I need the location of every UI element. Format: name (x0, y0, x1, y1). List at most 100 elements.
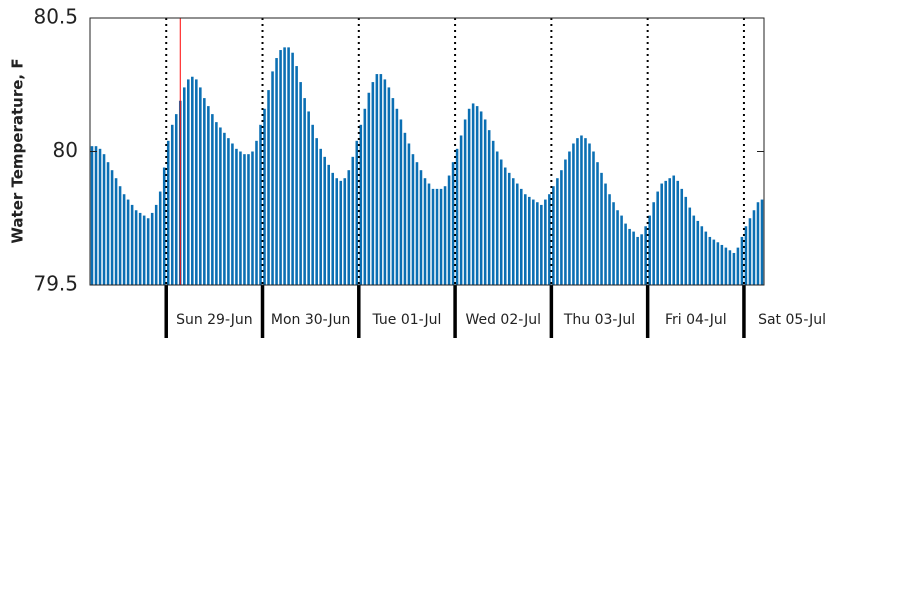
bar (572, 143, 575, 285)
bar (166, 140, 170, 285)
bar (612, 202, 615, 285)
bar (114, 178, 118, 285)
bar (383, 79, 387, 285)
bar (439, 188, 443, 285)
bar (307, 111, 310, 285)
bar (174, 114, 178, 286)
bar (351, 156, 355, 285)
y-tick-label: 80 (53, 138, 78, 162)
bar (263, 108, 266, 285)
bar (455, 148, 459, 285)
bar (568, 151, 571, 285)
x-tick-label: Fri 04-Jul (665, 312, 727, 328)
bar (419, 170, 423, 285)
bar (399, 119, 403, 286)
bar (491, 140, 495, 285)
bar (552, 186, 555, 285)
bar (235, 148, 238, 285)
bar (760, 199, 764, 285)
bar (134, 210, 138, 285)
bar (271, 71, 274, 286)
bar (712, 239, 716, 285)
bar (375, 74, 379, 285)
bar (592, 151, 595, 285)
bar (207, 106, 210, 285)
bar (259, 124, 262, 285)
bar (487, 130, 491, 285)
bar (664, 180, 667, 285)
bar (676, 180, 680, 285)
bar (564, 159, 567, 285)
bar (459, 135, 463, 285)
bar (211, 114, 214, 286)
bar (696, 220, 700, 285)
bar (708, 236, 712, 285)
bar (716, 242, 720, 285)
bar (203, 98, 206, 285)
bar (122, 194, 126, 285)
bar (142, 215, 146, 285)
bar (110, 170, 114, 285)
bar (524, 194, 527, 285)
bar (199, 87, 202, 285)
bar (648, 215, 651, 285)
y-axis-label: Water Temperature, F (9, 58, 27, 243)
bar (668, 178, 672, 285)
bar (243, 154, 246, 285)
x-tick-label: Wed 02-Jul (465, 312, 541, 328)
bar (435, 188, 439, 285)
bar (275, 58, 278, 285)
x-tick-label: Tue 01-Jul (371, 312, 441, 328)
bar (644, 226, 647, 285)
bar (411, 154, 415, 285)
bar (323, 156, 326, 285)
bar (182, 87, 186, 285)
bar (403, 132, 407, 285)
bar (423, 178, 427, 285)
bar (532, 199, 535, 285)
bar (138, 212, 142, 285)
bar (215, 122, 218, 285)
bar (515, 183, 519, 285)
bar (379, 74, 383, 285)
bar (584, 138, 587, 285)
x-tick-label: Mon 30-Jun (271, 312, 351, 328)
y-tick-label: 79.5 (33, 272, 78, 296)
bar (724, 247, 728, 285)
bar (251, 151, 254, 285)
bar (343, 178, 347, 285)
bar (604, 183, 607, 285)
bar (616, 210, 619, 285)
bar (295, 66, 298, 285)
bar (267, 90, 270, 285)
bar (672, 175, 676, 285)
bar (608, 194, 611, 285)
bar (467, 108, 471, 285)
bar (624, 223, 627, 285)
bar (748, 218, 752, 285)
bar (291, 52, 294, 286)
bar (231, 143, 234, 285)
bar (528, 196, 531, 285)
bar (640, 234, 643, 285)
bar (223, 132, 226, 285)
bar (407, 143, 411, 285)
bar (371, 82, 375, 285)
bar (536, 202, 539, 285)
bar (283, 47, 286, 286)
bar (499, 159, 503, 285)
bar (576, 138, 579, 285)
bar (106, 162, 110, 285)
bar (158, 191, 162, 285)
bar (255, 140, 258, 285)
bar (656, 191, 659, 285)
bar (483, 119, 487, 286)
bar (720, 244, 724, 285)
bar (395, 108, 399, 285)
bar (507, 172, 511, 285)
x-tick-label: Sun 29-Jun (176, 312, 253, 328)
bar (556, 178, 559, 285)
bar (102, 154, 106, 285)
bar (391, 98, 395, 285)
bar (596, 162, 599, 285)
